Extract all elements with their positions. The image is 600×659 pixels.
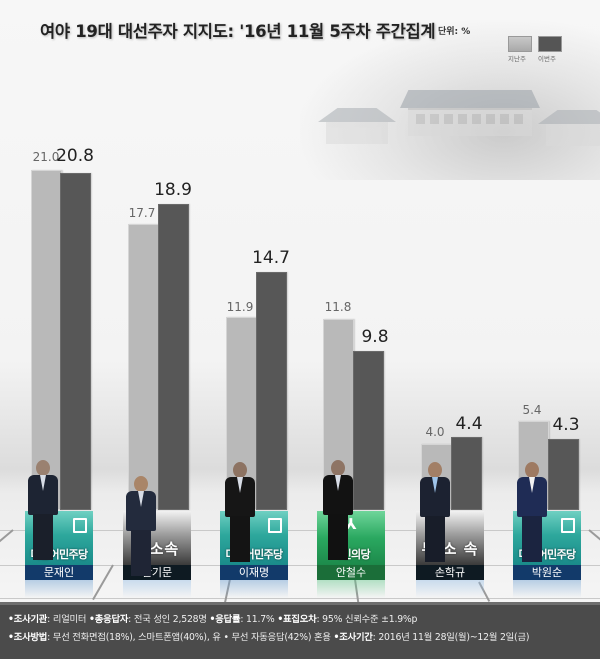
bar-curr-ahn bbox=[353, 351, 384, 510]
candidate-name: 안철수 bbox=[317, 565, 385, 580]
footer-key-response-rate: •응답률 bbox=[209, 614, 241, 625]
candidate-name: 문재인 bbox=[25, 565, 93, 580]
candidate-photo-ban bbox=[123, 476, 159, 576]
chart-canvas: 여야 19대 대선주자 지지도: '16년 11월 5주차 주간집계 단위: %… bbox=[0, 0, 600, 602]
bar-prev-moon bbox=[31, 170, 62, 510]
bar-curr-moon bbox=[60, 173, 91, 510]
candidate-name: 손학규 bbox=[416, 565, 484, 580]
footer-value-respondents: : 전국 성인 2,528명 bbox=[128, 614, 210, 625]
bar-curr-ban bbox=[158, 204, 189, 510]
floor-grid bbox=[0, 470, 600, 602]
legend-swatch-this-week bbox=[538, 36, 562, 52]
footer-value-period: : 2016년 11월 28일(월)~12월 2일(금) bbox=[372, 632, 530, 643]
value-prev-moon: 21.0 bbox=[32, 150, 60, 164]
footer-line-2: •조사방법: 무선 전화면접(18%), 스마트폰앱(40%), 유 • 무선 … bbox=[8, 629, 600, 647]
candidate-photo-ahn bbox=[320, 460, 356, 560]
value-prev-ban: 17.7 bbox=[128, 206, 156, 220]
value-prev-lee: 11.9 bbox=[226, 300, 254, 314]
footer-value-margin-of-error: : 95% 신뢰수준 ±1.9%p bbox=[316, 614, 418, 625]
bar-curr-lee bbox=[256, 272, 287, 510]
footer-key-method: •조사방법 bbox=[8, 632, 48, 643]
footer-value-method: : 무선 전화면접(18%), 스마트폰앱(40%), 유 • 무선 자동응답(… bbox=[47, 632, 334, 643]
value-curr-park: 4.3 bbox=[552, 415, 580, 435]
value-prev-park: 5.4 bbox=[522, 403, 542, 417]
unit-label: 단위: % bbox=[438, 27, 471, 37]
minjoo-logo-icon bbox=[268, 518, 282, 533]
bar-curr-park bbox=[548, 439, 579, 510]
footer-value-response-rate: : 11.7% bbox=[240, 614, 278, 625]
candidate-name: 박원순 bbox=[513, 565, 581, 580]
legend-label-prev-week: 지난주 bbox=[508, 55, 526, 63]
minjoo-logo-icon bbox=[73, 518, 87, 533]
footer-line-1: •조사기관: 리얼미터 •총응답자: 전국 성인 2,528명 •응답률: 11… bbox=[8, 611, 600, 629]
value-curr-sohn: 4.4 bbox=[455, 414, 483, 434]
candidate-photo-park bbox=[514, 462, 550, 562]
footer-value-agency: : 리얼미터 bbox=[47, 614, 90, 625]
candidate-name: 이재명 bbox=[220, 565, 288, 580]
value-curr-lee: 14.7 bbox=[252, 248, 290, 268]
legend-swatch-prev-week bbox=[508, 36, 532, 52]
footer-key-respondents: •총응답자 bbox=[89, 614, 129, 625]
blue-house-image bbox=[300, 90, 600, 160]
value-curr-ahn: 9.8 bbox=[361, 327, 389, 347]
peoples-party-logo-icon: ⅄ bbox=[345, 515, 357, 533]
chart-title: 여야 19대 대선주자 지지도: '16년 11월 5주차 주간집계 bbox=[40, 22, 436, 41]
candidate-photo-lee bbox=[222, 462, 258, 562]
footer-key-margin-of-error: •표집오차 bbox=[277, 614, 317, 625]
value-curr-ban: 18.9 bbox=[154, 180, 192, 200]
footer-key-agency: •조사기관 bbox=[8, 614, 48, 625]
candidate-photo-sohn bbox=[417, 462, 453, 562]
value-prev-ahn: 11.8 bbox=[324, 300, 352, 314]
survey-info-footer: •조사기관: 리얼미터 •총응답자: 전국 성인 2,528명 •응답률: 11… bbox=[0, 602, 600, 659]
footer-key-period: •조사기간 bbox=[333, 632, 373, 643]
bar-curr-sohn bbox=[451, 437, 482, 510]
value-curr-moon: 20.8 bbox=[56, 146, 94, 166]
minjoo-logo-icon bbox=[561, 518, 575, 533]
value-prev-sohn: 4.0 bbox=[425, 425, 445, 439]
candidate-photo-moon bbox=[25, 460, 61, 560]
legend-label-this-week: 이번주 bbox=[538, 55, 556, 63]
bar-prev-ban bbox=[128, 224, 159, 510]
